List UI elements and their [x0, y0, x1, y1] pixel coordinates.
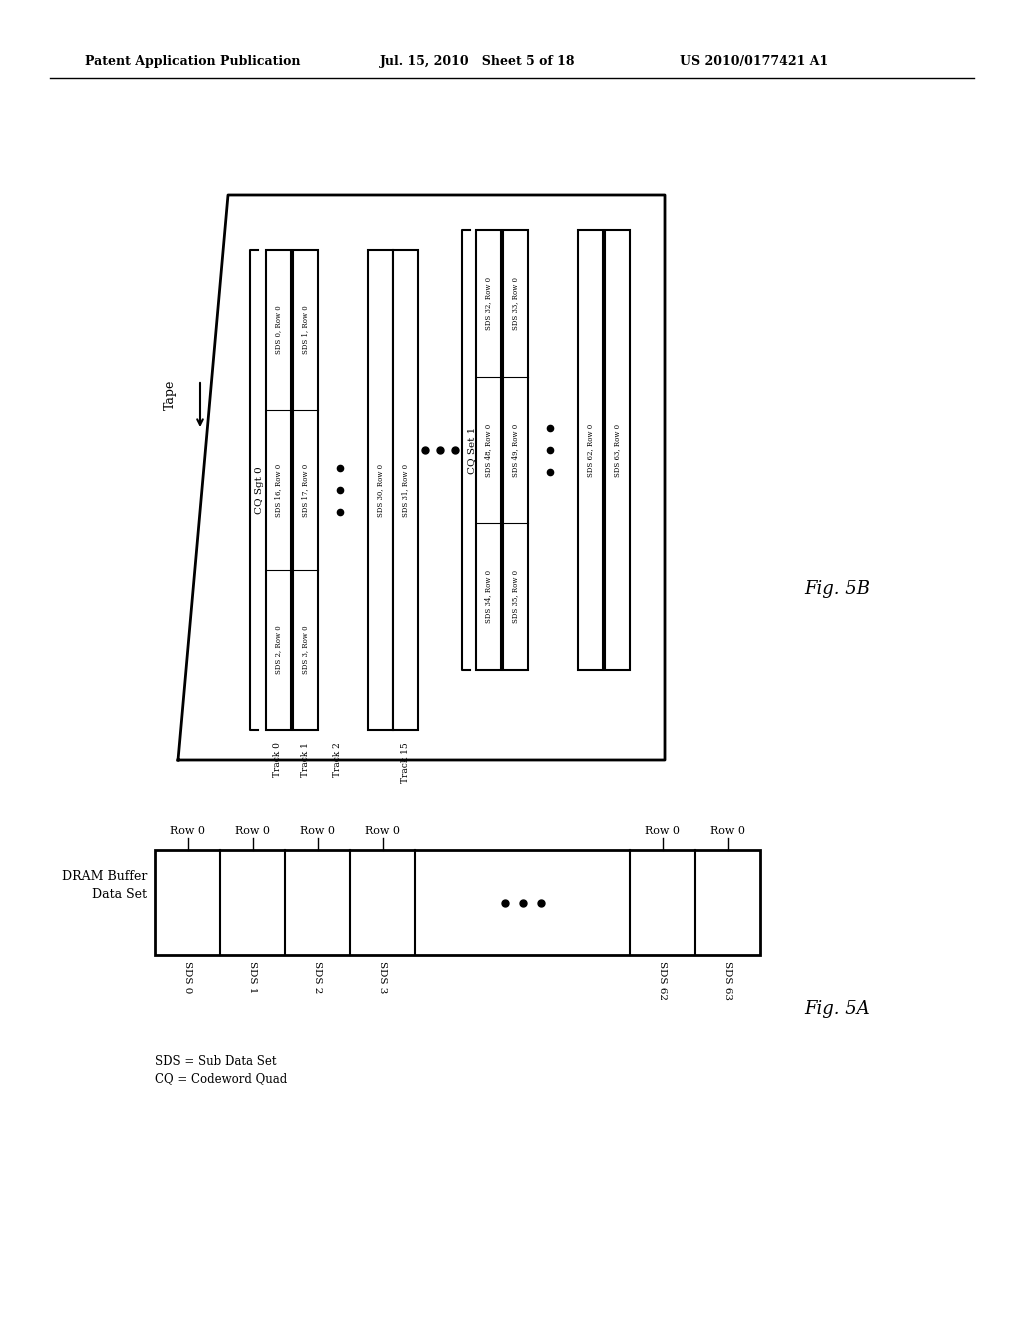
Text: SDS 33, Row 0: SDS 33, Row 0 [511, 277, 519, 330]
Text: CQ Set 1: CQ Set 1 [468, 426, 476, 474]
Text: SDS 63: SDS 63 [723, 961, 732, 1001]
Text: SDS 0: SDS 0 [183, 961, 193, 994]
Text: Tape: Tape [164, 380, 176, 411]
Text: SDS 32, Row 0: SDS 32, Row 0 [484, 277, 492, 330]
Bar [392, 249, 418, 730]
Bar [155, 850, 760, 954]
Text: Row 0: Row 0 [234, 826, 270, 836]
Text: Row 0: Row 0 [710, 826, 745, 836]
Text: Row 0: Row 0 [170, 826, 205, 836]
Text: SDS 30, Row 0: SDS 30, Row 0 [376, 463, 384, 516]
Text: Row 0: Row 0 [365, 826, 400, 836]
Text: SDS 49, Row 0: SDS 49, Row 0 [511, 424, 519, 477]
Text: SDS = Sub Data Set: SDS = Sub Data Set [155, 1055, 276, 1068]
Text: Track 2: Track 2 [334, 742, 342, 776]
Text: SDS 3, Row 0: SDS 3, Row 0 [301, 626, 309, 675]
Text: SDS 48, Row 0: SDS 48, Row 0 [484, 424, 492, 477]
Bar [265, 249, 291, 730]
Text: Track 0: Track 0 [273, 742, 283, 777]
Text: DRAM Buffer: DRAM Buffer [61, 870, 147, 883]
Text: SDS 3: SDS 3 [378, 961, 387, 994]
Bar [604, 230, 630, 671]
Text: SDS 1: SDS 1 [248, 961, 257, 994]
Text: CQ Sgt 0: CQ Sgt 0 [256, 466, 264, 513]
Text: Patent Application Publication: Patent Application Publication [85, 55, 300, 69]
Text: SDS 16, Row 0: SDS 16, Row 0 [274, 463, 282, 516]
Bar [293, 249, 317, 730]
Bar [475, 230, 501, 671]
Text: SDS 0, Row 0: SDS 0, Row 0 [274, 306, 282, 354]
Text: SDS 2, Row 0: SDS 2, Row 0 [274, 626, 282, 675]
Bar [503, 230, 527, 671]
Text: Fig. 5A: Fig. 5A [804, 1001, 870, 1018]
Text: SDS 62, Row 0: SDS 62, Row 0 [586, 424, 594, 477]
Text: Jul. 15, 2010   Sheet 5 of 18: Jul. 15, 2010 Sheet 5 of 18 [380, 55, 575, 69]
Text: US 2010/0177421 A1: US 2010/0177421 A1 [680, 55, 828, 69]
Text: Track 1: Track 1 [300, 742, 309, 777]
Text: SDS 1, Row 0: SDS 1, Row 0 [301, 306, 309, 354]
Text: Fig. 5B: Fig. 5B [804, 579, 870, 598]
Text: SDS 35, Row 0: SDS 35, Row 0 [511, 570, 519, 623]
Bar [368, 249, 392, 730]
Text: SDS 34, Row 0: SDS 34, Row 0 [484, 570, 492, 623]
Text: SDS 63, Row 0: SDS 63, Row 0 [613, 424, 621, 477]
Text: CQ = Codeword Quad: CQ = Codeword Quad [155, 1072, 288, 1085]
Text: Data Set: Data Set [92, 888, 147, 902]
Text: SDS 2: SDS 2 [313, 961, 322, 994]
Text: Row 0: Row 0 [300, 826, 335, 836]
Text: Track 15: Track 15 [400, 742, 410, 783]
Text: SDS 17, Row 0: SDS 17, Row 0 [301, 463, 309, 516]
Text: SDS 62: SDS 62 [658, 961, 667, 1001]
Text: SDS 31, Row 0: SDS 31, Row 0 [401, 463, 409, 516]
Text: Row 0: Row 0 [645, 826, 680, 836]
Bar [578, 230, 602, 671]
